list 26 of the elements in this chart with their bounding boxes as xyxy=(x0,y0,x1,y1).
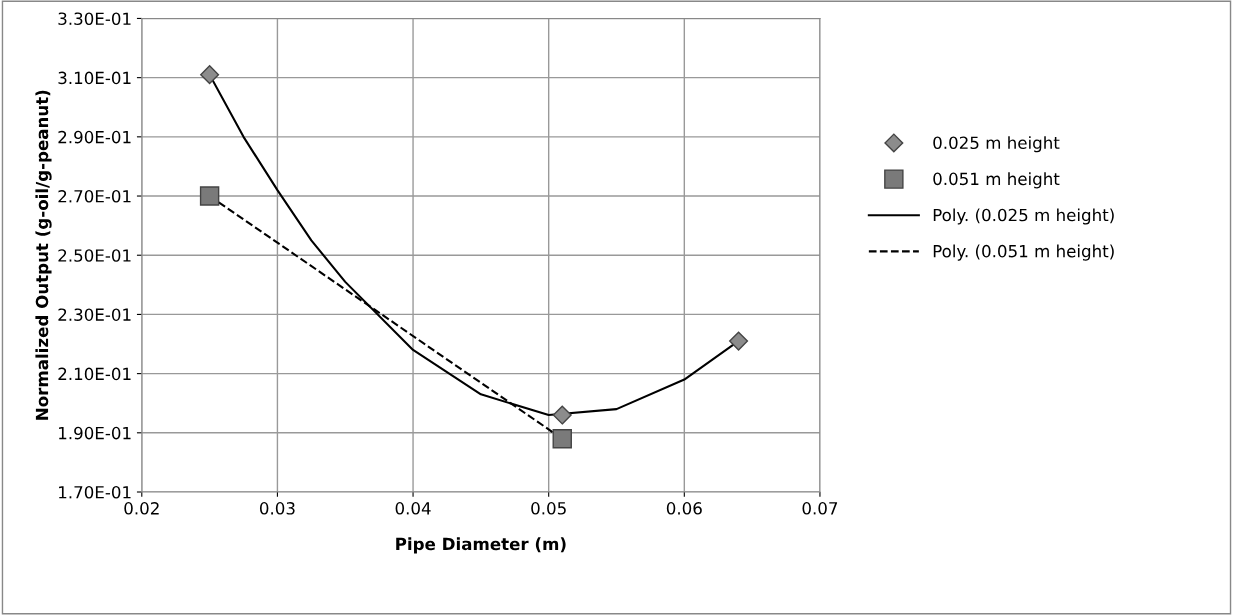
x-tick-label: 0.03 xyxy=(259,502,295,515)
point xyxy=(552,405,572,425)
legend-label: 0.051 m height xyxy=(933,172,1060,189)
y-axis-title: Normalized Output (g-oil/g-peanut) xyxy=(35,90,52,420)
x-tick-label: 0.06 xyxy=(666,502,702,515)
y-tick-label: 3.30E-01 xyxy=(58,12,131,26)
y-tick-label: 1.90E-01 xyxy=(59,426,131,440)
y-tick-label: 2.30E-01 xyxy=(58,308,131,321)
y-tick-label: 1.70E-01 xyxy=(59,485,131,499)
y-tick-label: 2.70E-01 xyxy=(58,189,131,203)
legend-label: 0.025 m height xyxy=(933,136,1060,153)
point xyxy=(729,331,749,351)
legend-label: Poly. (0.025 m height) xyxy=(933,208,1114,225)
y-tick-label: 3.10E-01 xyxy=(58,71,131,85)
y-tick-label: 2.90E-01 xyxy=(58,130,131,144)
y-tick-label: 2.10E-01 xyxy=(58,367,131,381)
x-tick-label: 0.07 xyxy=(802,502,838,515)
x-tick-label: 0.04 xyxy=(395,502,431,515)
x-tick-label: 0.05 xyxy=(531,502,566,515)
point xyxy=(200,65,220,85)
legend-label: Poly. (0.051 m height) xyxy=(933,244,1114,261)
x-axis-title: Pipe Diameter (m) xyxy=(396,537,566,554)
point xyxy=(199,186,220,206)
y-tick-label: 2.50E-01 xyxy=(58,249,131,262)
x-tick-label: 0.02 xyxy=(124,502,159,515)
point xyxy=(552,429,572,449)
